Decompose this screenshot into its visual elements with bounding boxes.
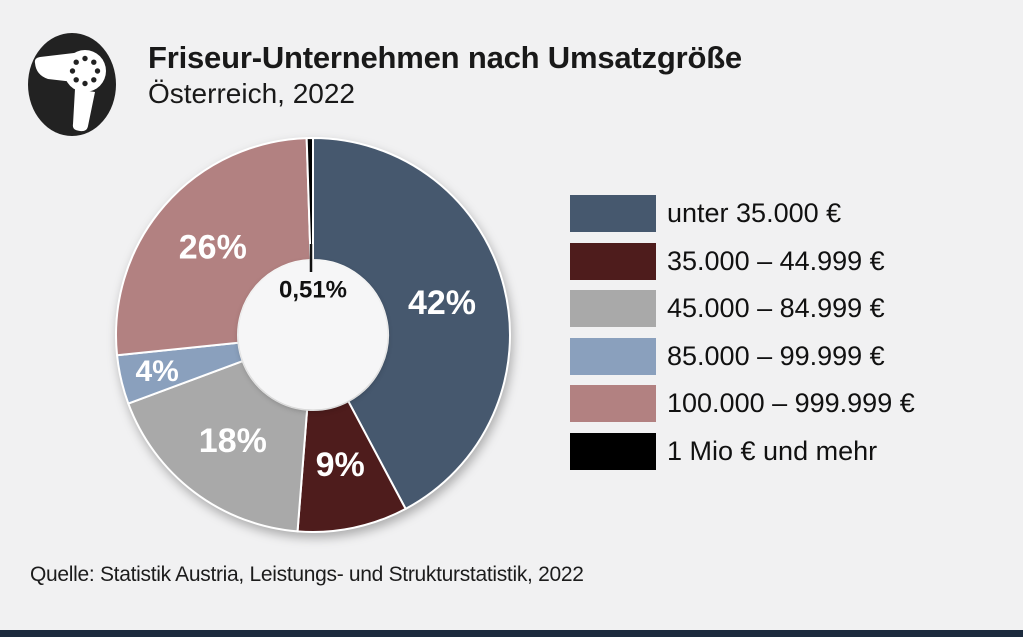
legend-label: 1 Mio € und mehr — [667, 435, 878, 466]
donut-hole — [238, 260, 388, 410]
donut-slices — [115, 136, 511, 533]
legend-swatch — [570, 385, 656, 422]
callout-label: 0,51% — [279, 277, 347, 304]
slice-labels: 42% 9% 18% 4% 26% — [136, 229, 477, 485]
legend-swatch — [570, 290, 656, 327]
legend-item: 35.000 – 44.999 € — [570, 242, 915, 280]
slice-label-0: 42% — [408, 284, 476, 322]
legend-swatch — [570, 432, 656, 470]
legend-item: 1 Mio € und mehr — [570, 432, 915, 470]
pie-slice-4 — [115, 137, 312, 357]
page-title: Friseur-Unternehmen nach Umsatzgröße — [148, 40, 742, 75]
legend-label: 100.000 – 999.999 € — [667, 388, 915, 418]
slice-label-4: 26% — [179, 229, 247, 267]
legend-item: 45.000 – 84.999 € — [570, 290, 915, 327]
legend-item: unter 35.000 € — [570, 195, 915, 232]
slice-label-1: 9% — [316, 446, 365, 484]
legend-swatch — [570, 242, 656, 280]
pie-slice-0 — [312, 137, 511, 510]
legend-label: 85.000 – 99.999 € — [667, 340, 885, 371]
bottom-bar — [0, 630, 1023, 637]
source-text: Quelle: Statistik Austria, Leistungs- un… — [30, 563, 584, 586]
legend-label: 45.000 – 84.999 € — [667, 293, 885, 323]
pie-slice-2 — [127, 360, 309, 533]
slice-label-3: 4% — [136, 355, 179, 388]
page-subtitle: Österreich, 2022 — [148, 77, 355, 109]
legend-swatch — [570, 195, 656, 232]
legend-label: 35.000 – 44.999 € — [667, 245, 885, 276]
legend-label: unter 35.000 € — [667, 198, 842, 228]
legend-item: 85.000 – 99.999 € — [570, 337, 915, 375]
hairdryer-icon — [28, 33, 116, 136]
title-block: Friseur-Unternehmen nach Umsatzgröße Öst… — [148, 40, 742, 109]
logo — [28, 33, 116, 136]
legend-swatch — [570, 337, 656, 375]
slice-label-2: 18% — [199, 422, 267, 460]
legend-item: 100.000 – 999.999 € — [570, 385, 915, 422]
legend: unter 35.000 € 35.000 – 44.999 € 45.000 … — [570, 195, 915, 480]
